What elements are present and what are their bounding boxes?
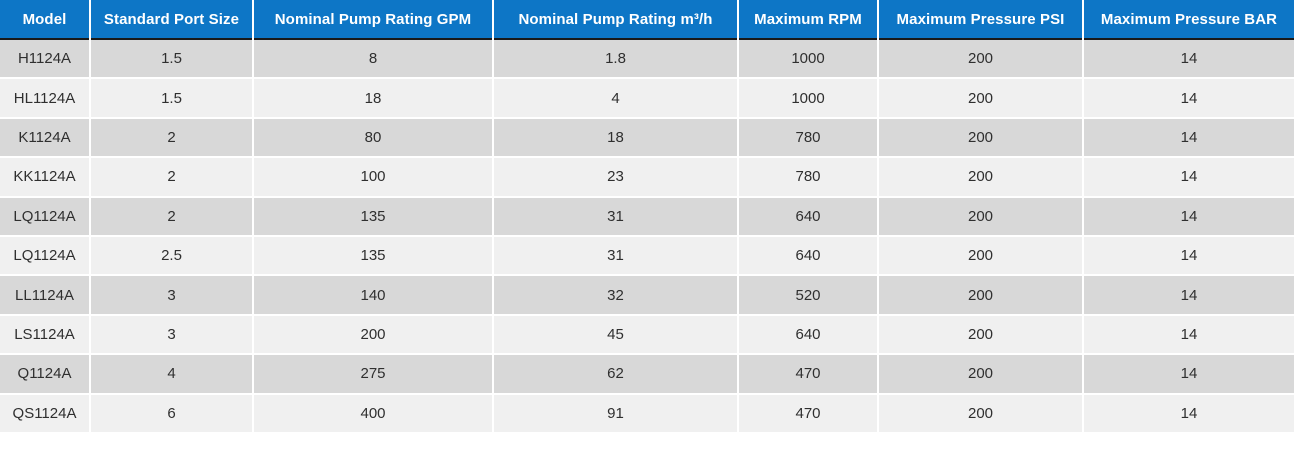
cell-maximum-rpm: 780 — [738, 157, 879, 198]
cell-nominal-pump-rating-m3h: 18 — [493, 117, 739, 159]
cell-maximum-rpm: 640 — [738, 314, 879, 356]
pump-specs-table: Model Standard Port Size Nominal Pump Rati… — [0, 0, 1294, 434]
cell-standard-port-size: 3 — [90, 275, 254, 316]
cell-model: LQ1124A — [0, 196, 91, 237]
cell-maximum-pressure-psi: 200 — [878, 354, 1084, 395]
cell-standard-port-size: 4 — [90, 354, 254, 395]
table-row: Q1124A 4 275 62 470 200 14 — [0, 354, 1294, 395]
column-header-maximum-rpm: Maximum RPM — [738, 0, 879, 39]
header-row: Model Standard Port Size Nominal Pump Rati… — [0, 0, 1294, 39]
cell-maximum-pressure-psi: 200 — [878, 314, 1084, 356]
cell-maximum-pressure-psi: 200 — [878, 196, 1084, 237]
cell-model: LS1124A — [0, 314, 91, 356]
cell-standard-port-size: 1.5 — [90, 78, 254, 119]
cell-model: Q1124A — [0, 354, 91, 395]
cell-standard-port-size: 6 — [90, 393, 254, 434]
cell-maximum-rpm: 1000 — [738, 78, 879, 119]
cell-nominal-pump-rating-gpm: 200 — [253, 314, 494, 356]
cell-standard-port-size: 2 — [90, 117, 254, 159]
cell-maximum-pressure-bar: 14 — [1083, 117, 1294, 159]
cell-maximum-rpm: 640 — [738, 235, 879, 277]
cell-nominal-pump-rating-gpm: 400 — [253, 393, 494, 434]
table-row: H1124A 1.5 8 1.8 1000 200 14 — [0, 39, 1294, 80]
cell-nominal-pump-rating-m3h: 45 — [493, 314, 739, 356]
cell-model: QS1124A — [0, 393, 91, 434]
table-body: H1124A 1.5 8 1.8 1000 200 14 HL1124A 1.5 18 4 1000 2… — [0, 39, 1294, 434]
cell-maximum-rpm: 520 — [738, 275, 879, 316]
cell-maximum-rpm: 1000 — [738, 39, 879, 80]
cell-maximum-pressure-psi: 200 — [878, 39, 1084, 80]
table-row: KK1124A 2 100 23 780 200 14 — [0, 157, 1294, 198]
cell-maximum-pressure-bar: 14 — [1083, 39, 1294, 80]
cell-maximum-pressure-psi: 200 — [878, 78, 1084, 119]
cell-maximum-pressure-psi: 200 — [878, 235, 1084, 277]
column-header-nominal-pump-rating-m3h: Nominal Pump Rating m³/h — [493, 0, 739, 39]
cell-model: LQ1124A — [0, 235, 91, 277]
column-header-maximum-pressure-bar: Maximum Pressure BAR — [1083, 0, 1294, 39]
cell-maximum-pressure-bar: 14 — [1083, 235, 1294, 277]
cell-standard-port-size: 2.5 — [90, 235, 254, 277]
cell-nominal-pump-rating-gpm: 140 — [253, 275, 494, 316]
table-row: HL1124A 1.5 18 4 1000 200 14 — [0, 78, 1294, 119]
cell-nominal-pump-rating-gpm: 135 — [253, 196, 494, 237]
table-row: QS1124A 6 400 91 470 200 14 — [0, 393, 1294, 434]
cell-nominal-pump-rating-m3h: 91 — [493, 393, 739, 434]
cell-standard-port-size: 3 — [90, 314, 254, 356]
cell-maximum-pressure-psi: 200 — [878, 275, 1084, 316]
cell-nominal-pump-rating-m3h: 62 — [493, 354, 739, 395]
cell-maximum-pressure-bar: 14 — [1083, 314, 1294, 356]
table-row: LQ1124A 2.5 135 31 640 200 14 — [0, 235, 1294, 277]
cell-maximum-pressure-psi: 200 — [878, 393, 1084, 434]
cell-nominal-pump-rating-gpm: 8 — [253, 39, 494, 80]
table-row: K1124A 2 80 18 780 200 14 — [0, 117, 1294, 159]
table-header: Model Standard Port Size Nominal Pump Rati… — [0, 0, 1294, 39]
table-row: LQ1124A 2 135 31 640 200 14 — [0, 196, 1294, 237]
cell-model: LL1124A — [0, 275, 91, 316]
cell-nominal-pump-rating-m3h: 4 — [493, 78, 739, 119]
cell-maximum-pressure-bar: 14 — [1083, 78, 1294, 119]
cell-maximum-pressure-bar: 14 — [1083, 157, 1294, 198]
cell-maximum-pressure-psi: 200 — [878, 157, 1084, 198]
cell-maximum-pressure-psi: 200 — [878, 117, 1084, 159]
table-row: LL1124A 3 140 32 520 200 14 — [0, 275, 1294, 316]
cell-model: HL1124A — [0, 78, 91, 119]
cell-nominal-pump-rating-gpm: 100 — [253, 157, 494, 198]
table-row: LS1124A 3 200 45 640 200 14 — [0, 314, 1294, 356]
cell-nominal-pump-rating-m3h: 1.8 — [493, 39, 739, 80]
cell-maximum-rpm: 470 — [738, 393, 879, 434]
cell-standard-port-size: 1.5 — [90, 39, 254, 80]
cell-standard-port-size: 2 — [90, 196, 254, 237]
cell-maximum-rpm: 780 — [738, 117, 879, 159]
cell-maximum-pressure-bar: 14 — [1083, 196, 1294, 237]
cell-nominal-pump-rating-m3h: 32 — [493, 275, 739, 316]
cell-model: H1124A — [0, 39, 91, 80]
column-header-standard-port-size: Standard Port Size — [90, 0, 254, 39]
cell-model: K1124A — [0, 117, 91, 159]
cell-maximum-rpm: 640 — [738, 196, 879, 237]
cell-maximum-pressure-bar: 14 — [1083, 275, 1294, 316]
cell-nominal-pump-rating-m3h: 31 — [493, 196, 739, 237]
cell-maximum-rpm: 470 — [738, 354, 879, 395]
column-header-model: Model — [0, 0, 91, 39]
cell-nominal-pump-rating-gpm: 18 — [253, 78, 494, 119]
cell-nominal-pump-rating-gpm: 135 — [253, 235, 494, 277]
cell-nominal-pump-rating-gpm: 80 — [253, 117, 494, 159]
cell-maximum-pressure-bar: 14 — [1083, 393, 1294, 434]
cell-model: KK1124A — [0, 157, 91, 198]
column-header-maximum-pressure-psi: Maximum Pressure PSI — [878, 0, 1084, 39]
cell-maximum-pressure-bar: 14 — [1083, 354, 1294, 395]
cell-nominal-pump-rating-gpm: 275 — [253, 354, 494, 395]
cell-standard-port-size: 2 — [90, 157, 254, 198]
cell-nominal-pump-rating-m3h: 23 — [493, 157, 739, 198]
cell-nominal-pump-rating-m3h: 31 — [493, 235, 739, 277]
column-header-nominal-pump-rating-gpm: Nominal Pump Rating GPM — [253, 0, 494, 39]
